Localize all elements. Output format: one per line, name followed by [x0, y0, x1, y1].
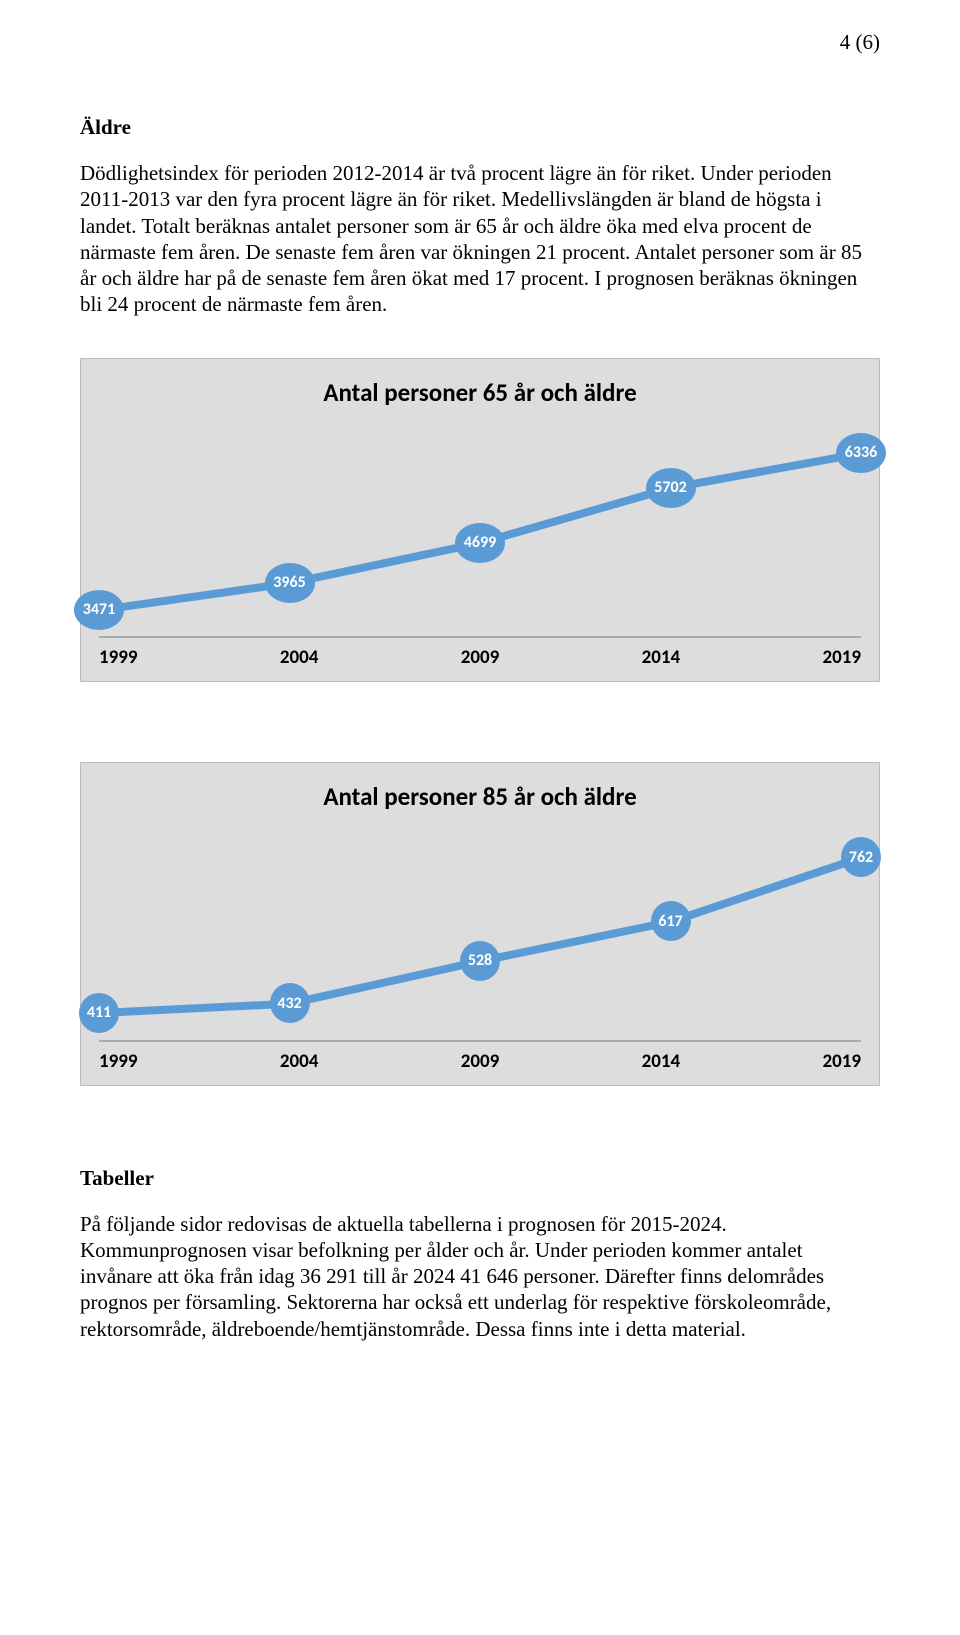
chart-85-marker-label: 432 [270, 983, 310, 1023]
chart-85-point-1: 432 [270, 983, 310, 1023]
chart-85-xtick: 2009 [461, 1050, 500, 1073]
chart-85: Antal personer 85 år och äldre 411 432 528… [80, 762, 880, 1086]
chart-65-title: Antal personer 65 år och äldre [99, 377, 861, 408]
chart-65-xtick: 2014 [642, 646, 681, 669]
chart-65-xtick: 1999 [99, 646, 138, 669]
chart-85-marker-label: 411 [79, 993, 119, 1033]
page-number: 4 (6) [80, 30, 880, 55]
chart-65-plot: 34713965469957026336 [99, 428, 861, 638]
chart-65-marker-label: 4699 [455, 523, 505, 563]
chart-65-marker-label: 5702 [646, 468, 696, 508]
chart-65-point-3: 5702 [646, 468, 696, 508]
paragraph-aldre: Dödlighetsindex för perioden 2012-2014 ä… [80, 160, 880, 318]
chart-85-marker-label: 617 [651, 901, 691, 941]
chart-65: Antal personer 65 år och äldre 347139654… [80, 358, 880, 682]
heading-tabeller: Tabeller [80, 1166, 880, 1191]
chart-85-xtick: 2019 [822, 1050, 861, 1073]
chart-65-point-2: 4699 [455, 523, 505, 563]
chart-65-point-4: 6336 [836, 433, 886, 473]
chart-65-xtick: 2009 [461, 646, 500, 669]
chart-85-title: Antal personer 85 år och äldre [99, 781, 861, 812]
chart-85-point-2: 528 [460, 941, 500, 981]
chart-85-point-0: 411 [79, 993, 119, 1033]
chart-85-marker-label: 528 [460, 941, 500, 981]
chart-85-line [99, 832, 861, 1040]
chart-65-xaxis: 1999 2004 2009 2014 2019 [99, 638, 861, 669]
chart-65-marker-label: 6336 [836, 433, 886, 473]
heading-aldre: Äldre [80, 115, 880, 140]
chart-85-xtick: 2004 [280, 1050, 319, 1073]
chart-85-xtick: 1999 [99, 1050, 138, 1073]
chart-65-xtick: 2019 [822, 646, 861, 669]
chart-85-point-4: 762 [841, 837, 881, 877]
paragraph-tabeller: På följande sidor redovisas de aktuella … [80, 1211, 880, 1342]
chart-85-xaxis: 1999 2004 2009 2014 2019 [99, 1042, 861, 1073]
chart-85-point-3: 617 [651, 901, 691, 941]
chart-85-xtick: 2014 [642, 1050, 681, 1073]
chart-65-marker-label: 3965 [265, 563, 315, 603]
chart-85-plot: 411432528617762 [99, 832, 861, 1042]
chart-65-marker-label: 3471 [74, 590, 124, 630]
chart-65-point-1: 3965 [265, 563, 315, 603]
chart-65-xtick: 2004 [280, 646, 319, 669]
chart-85-marker-label: 762 [841, 837, 881, 877]
chart-65-point-0: 3471 [74, 590, 124, 630]
